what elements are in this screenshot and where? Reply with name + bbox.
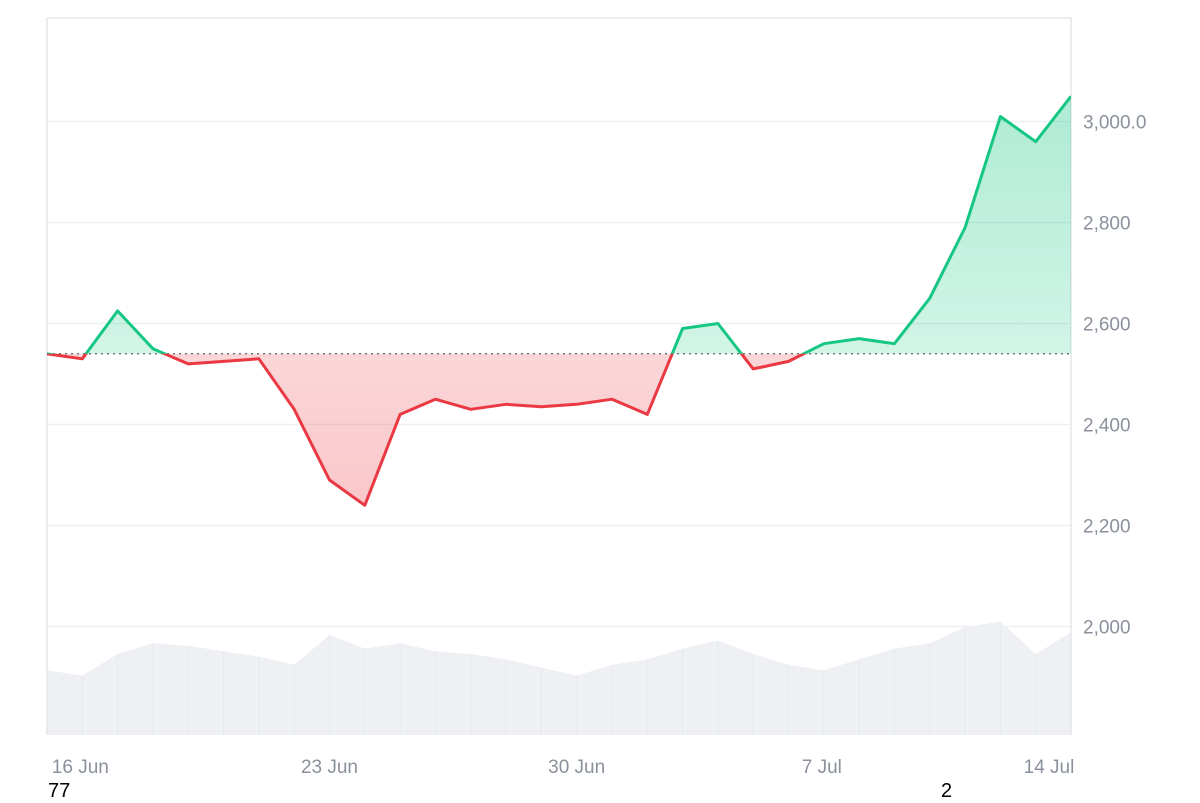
- data-point: [116, 309, 120, 313]
- data-point: [681, 327, 685, 331]
- data-point: [151, 347, 155, 351]
- y-axis: 2,000 2,200 2,400 2,600 2,800 3,000.0: [1083, 113, 1146, 639]
- data-point: [222, 359, 226, 363]
- data-point: [892, 342, 896, 346]
- price-line-below-baseline: [47, 353, 808, 507]
- data-point: [469, 407, 473, 411]
- data-point: [257, 357, 261, 361]
- data-point: [822, 342, 826, 346]
- data-point: [928, 296, 932, 300]
- data-point: [1034, 140, 1038, 144]
- y-tick-label: 2,000: [1083, 617, 1131, 638]
- x-tick-label: 23 Jun: [301, 757, 358, 778]
- price-points: [45, 94, 1073, 507]
- y-tick-label: 2,200: [1083, 516, 1131, 537]
- data-point: [327, 478, 331, 482]
- x-tick-label: 7 Jul: [802, 757, 842, 778]
- price-line-above-baseline: [47, 95, 1071, 354]
- data-point: [1069, 94, 1073, 98]
- y-tick-label: 2,400: [1083, 415, 1131, 436]
- footer-right-value: 2: [941, 780, 953, 802]
- data-point: [363, 503, 367, 507]
- data-point: [787, 359, 791, 363]
- grid-lines: [47, 120, 1071, 628]
- data-point: [716, 321, 720, 325]
- data-point: [751, 367, 755, 371]
- data-point: [45, 352, 49, 356]
- x-axis: 16 Jun 23 Jun 30 Jun 7 Jul 14 Jul: [52, 757, 1075, 778]
- data-point: [857, 337, 861, 341]
- data-point: [539, 405, 543, 409]
- data-point: [80, 357, 84, 361]
- data-point: [610, 397, 614, 401]
- y-tick-label: 2,600: [1083, 314, 1131, 335]
- y-tick-label: 3,000.0: [1083, 113, 1146, 134]
- volume-bars: [46, 621, 1072, 735]
- area-fill-below-baseline: [47, 353, 1071, 506]
- data-point: [645, 412, 649, 416]
- data-point: [433, 397, 437, 401]
- footer-left-value: 77: [48, 780, 71, 802]
- x-tick-label: 16 Jun: [52, 757, 109, 778]
- data-point: [186, 362, 190, 366]
- data-point: [963, 226, 967, 230]
- x-tick-label: 30 Jun: [548, 757, 605, 778]
- data-point: [998, 114, 1002, 118]
- area-fill-above-baseline: [86, 96, 1071, 354]
- data-point: [504, 402, 508, 406]
- x-tick-label: 14 Jul: [1024, 757, 1075, 778]
- data-point: [292, 407, 296, 411]
- y-tick-label: 2,800: [1083, 213, 1131, 234]
- data-point: [398, 412, 402, 416]
- volume-area: [47, 621, 1071, 735]
- data-point: [575, 402, 579, 406]
